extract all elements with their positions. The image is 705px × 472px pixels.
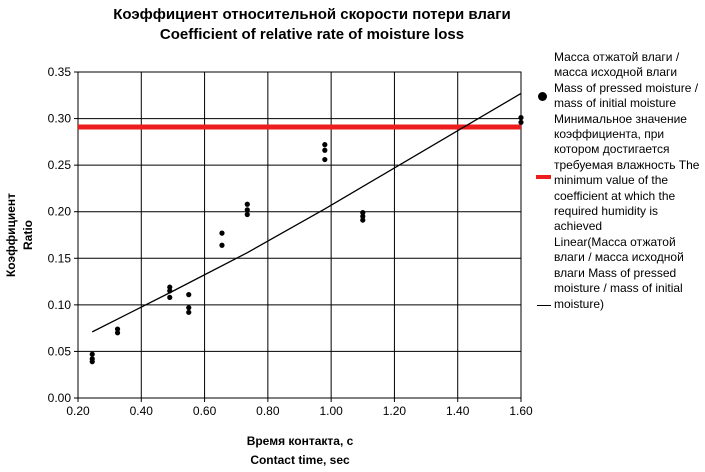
data-point — [114, 330, 121, 336]
data-point — [219, 230, 225, 236]
y-tick-label: 0.15 — [48, 251, 72, 265]
data-point — [167, 294, 173, 301]
data-point — [322, 142, 328, 148]
legend-label-threshold: Минимальное значение коэффициента, при к… — [554, 111, 700, 234]
chart-title-ru: Коэффициент относительной скорости потер… — [113, 6, 510, 23]
x-tick-label: 0.80 — [256, 404, 280, 418]
legend-label-points: Масса отжатой влаги / масса исходной вла… — [554, 50, 699, 111]
data-point — [322, 156, 328, 163]
data-point — [244, 211, 250, 218]
data-point — [167, 284, 173, 290]
legend-item-points: Масса отжатой влаги / масса исходной вла… — [538, 50, 704, 112]
y-tick-label: 0.30 — [48, 112, 72, 126]
x-axis-label-en: Contact time, sec — [250, 453, 350, 467]
y-tick-label: 0.35 — [48, 65, 72, 79]
x-tick-label: 0.60 — [193, 404, 217, 418]
plot-area-frame — [77, 71, 522, 399]
y-tick-label: 0.05 — [48, 344, 72, 358]
x-axis-label-ru: Время контакта, с — [247, 434, 354, 448]
grid-lines — [77, 71, 522, 399]
y-axis-label-ru: Коэффициент — [4, 193, 18, 277]
data-point — [322, 147, 328, 153]
y-tick-label: 0.00 — [48, 391, 72, 405]
x-tick-label: 1.60 — [509, 404, 533, 418]
y-tick-label: 0.20 — [48, 205, 72, 219]
series-layer — [78, 92, 524, 365]
data-point — [219, 242, 225, 248]
x-tick-label: 1.20 — [383, 404, 407, 418]
x-tick-label: 1.00 — [319, 404, 343, 418]
x-axis-ticks: 0.20 0.40 0.60 0.80 1.00 1.20 1.40 1.60 — [66, 398, 533, 418]
data-point — [167, 288, 173, 294]
data-point — [186, 292, 192, 298]
legend-item-trendline: Linear(Масса отжатой влаги / масса исход… — [537, 234, 704, 312]
data-point — [360, 213, 366, 219]
data-point — [89, 359, 95, 365]
data-point — [360, 217, 366, 223]
legend: Масса отжатой влаги / масса исходной вла… — [536, 50, 704, 312]
legend-item-threshold: Минимальное значение коэффициента, при к… — [536, 111, 704, 235]
y-axis-label-en: Ratio — [21, 220, 35, 250]
y-tick-label: 0.25 — [48, 158, 72, 172]
x-tick-label: 0.20 — [66, 404, 90, 418]
data-point — [114, 326, 121, 332]
legend-marker-black-line — [537, 304, 551, 306]
data-point — [518, 115, 524, 121]
legend-marker-dot — [538, 92, 547, 101]
x-tick-label: 1.40 — [446, 404, 470, 418]
data-point — [244, 207, 250, 213]
data-point — [186, 305, 192, 311]
y-tick-label: 0.10 — [48, 298, 72, 312]
data-point — [518, 119, 524, 125]
data-point — [360, 210, 366, 216]
data-point — [186, 309, 192, 315]
data-point — [89, 351, 95, 357]
x-tick-label: 0.40 — [130, 404, 154, 418]
y-axis-ticks: 0.00 0.05 0.10 0.15 0.20 0.25 0.30 0.35 — [48, 65, 78, 405]
chart-title-en: Coefficient of relative rate of moisture… — [160, 26, 464, 43]
data-point — [244, 201, 250, 207]
trend-line — [91, 92, 522, 333]
legend-label-trendline: Linear(Масса отжатой влаги / масса исход… — [554, 234, 684, 311]
legend-marker-red-line — [536, 174, 551, 179]
